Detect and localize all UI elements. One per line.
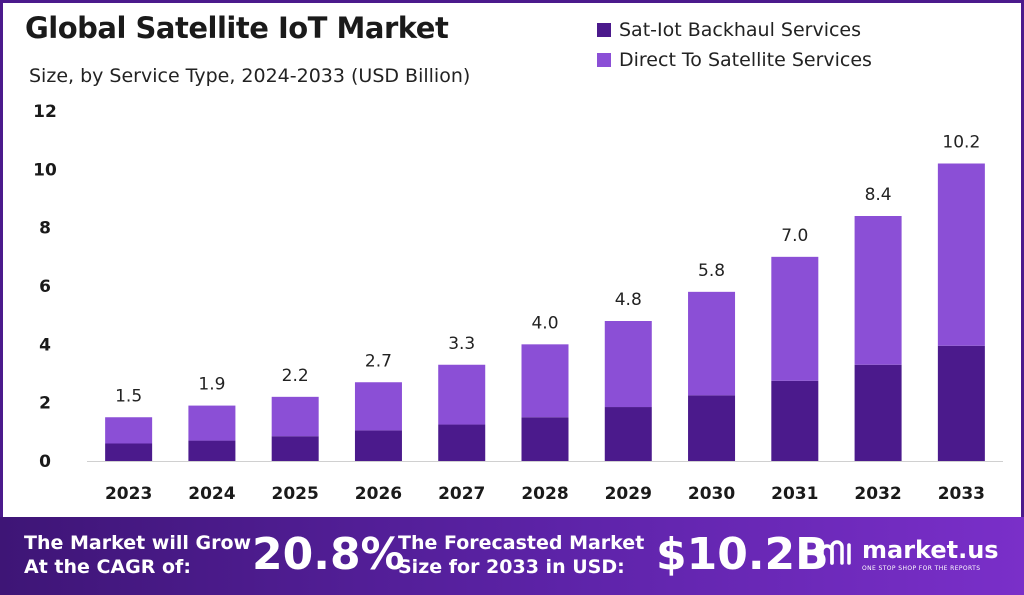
bar-backhaul <box>604 407 652 461</box>
cagr-value: 20.8% <box>252 529 405 580</box>
legend-swatch-backhaul <box>597 23 611 37</box>
bar-backhaul <box>521 417 569 461</box>
x-tick-label: 2025 <box>272 484 319 504</box>
bar-backhaul <box>354 430 402 461</box>
bar-total-label: 2.2 <box>282 366 309 386</box>
bar-backhaul <box>771 380 819 461</box>
bar-backhaul <box>438 424 486 461</box>
y-tick-label: 2 <box>39 394 51 414</box>
bar-direct <box>354 382 402 431</box>
y-tick-label: 12 <box>33 102 57 122</box>
x-tick-label: 2030 <box>688 484 735 504</box>
bar-backhaul <box>937 345 985 461</box>
bar-total-label: 7.0 <box>781 226 808 246</box>
x-tick-label: 2033 <box>938 484 985 504</box>
bar-direct <box>688 291 736 396</box>
bar-direct <box>188 405 236 441</box>
bar-direct <box>271 396 319 437</box>
legend-label-direct: Direct To Satellite Services <box>619 49 872 71</box>
bar-backhaul <box>688 395 736 461</box>
brand-name: market.us <box>862 536 999 564</box>
brand-tagline: ONE STOP SHOP FOR THE REPORTS <box>862 565 981 572</box>
bar-direct <box>521 344 569 418</box>
bar-total-label: 4.0 <box>531 313 558 333</box>
bar-direct <box>105 417 153 444</box>
market-size-label: The Forecasted Market Size for 2033 in U… <box>398 532 645 578</box>
x-tick-label: 2028 <box>521 484 568 504</box>
y-tick-label: 6 <box>39 277 51 297</box>
x-tick-label: 2023 <box>105 484 152 504</box>
x-tick-label: 2027 <box>438 484 485 504</box>
y-tick-label: 8 <box>39 219 51 239</box>
bar-backhaul <box>188 440 236 461</box>
market-us-logo-icon <box>820 540 851 565</box>
market-size-value: $10.2B <box>656 529 829 580</box>
bar-total-label: 5.8 <box>698 261 725 281</box>
y-tick-label: 10 <box>33 160 57 180</box>
bar-total-label: 10.2 <box>942 133 980 153</box>
y-tick-label: 4 <box>39 335 51 355</box>
chart-subtitle: Size, by Service Type, 2024-2033 (USD Bi… <box>29 65 471 87</box>
brand-logo[interactable]: market.us ONE STOP SHOP FOR THE REPORTS <box>818 537 999 572</box>
bar-total-label: 4.8 <box>615 290 642 310</box>
chart-title: Global Satellite IoT Market <box>25 11 449 45</box>
bar-total-label: 1.5 <box>115 386 142 406</box>
bar-direct <box>604 321 652 408</box>
x-tick-label: 2024 <box>188 484 235 504</box>
legend-label-backhaul: Sat-Iot Backhaul Services <box>619 19 862 41</box>
x-tick-label: 2032 <box>854 484 901 504</box>
bar-direct <box>438 364 486 425</box>
chart-legend: Sat-Iot Backhaul Services Direct To Sate… <box>597 15 872 75</box>
y-tick-label: 0 <box>39 452 51 472</box>
cagr-label: The Market will Grow At the CAGR of: <box>24 532 252 578</box>
bar-backhaul <box>105 443 153 461</box>
bar-direct <box>937 163 985 346</box>
bar-total-label: 3.3 <box>448 334 475 354</box>
bar-direct <box>854 216 902 365</box>
x-tick-label: 2026 <box>355 484 402 504</box>
footer-banner: The Market will Grow At the CAGR of: 20.… <box>0 517 1024 595</box>
bar-total-label: 2.7 <box>365 351 392 371</box>
legend-item-backhaul: Sat-Iot Backhaul Services <box>597 15 872 45</box>
legend-swatch-direct <box>597 53 611 67</box>
x-tick-label: 2029 <box>605 484 652 504</box>
bar-chart: 0 2 4 6 8 10 12 1.5 2023 1.9 2024 2.2 2025 2.7 2026 3.3… <box>33 102 1003 504</box>
bar-direct <box>771 256 819 381</box>
bar-backhaul <box>271 436 319 461</box>
legend-item-direct: Direct To Satellite Services <box>597 45 872 75</box>
bar-total-label: 1.9 <box>198 375 225 395</box>
x-tick-label: 2031 <box>771 484 818 504</box>
bar-total-label: 8.4 <box>865 185 892 205</box>
bar-backhaul <box>854 364 902 461</box>
